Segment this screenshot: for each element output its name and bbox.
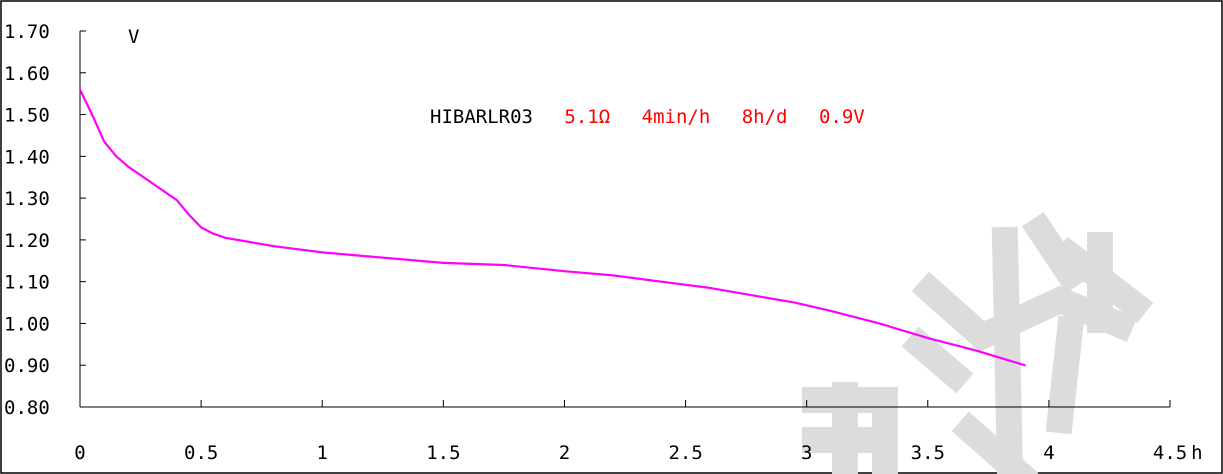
data-point — [188, 214, 190, 216]
y-tick-label: 1.30 — [4, 188, 50, 210]
x-tick-label: 1 — [317, 442, 328, 464]
data-point — [708, 287, 711, 289]
annotation-duty-cycle: 4min/h — [642, 106, 711, 128]
data-point — [757, 295, 760, 298]
x-tick-label: 1.5 — [426, 442, 460, 464]
data-point — [321, 251, 324, 254]
data-point — [91, 113, 93, 116]
data-point — [793, 301, 796, 304]
y-tick-label: 1.60 — [4, 63, 50, 85]
y-tick-label: 1.40 — [4, 146, 50, 168]
axes — [79, 31, 1170, 408]
series-layer — [78, 88, 1026, 367]
data-point — [442, 262, 445, 264]
y-tick-label: 0.90 — [4, 355, 50, 377]
x-axis-ticks: 0 0.5 1 1.5 2 2.5 3 3.5 4 4.5 — [74, 400, 1187, 464]
x-tick-label: 0.5 — [184, 442, 218, 464]
series-line — [78, 88, 1026, 367]
y-axis-unit-label: V — [128, 26, 139, 48]
y-tick-label: 1.50 — [4, 105, 50, 127]
x-tick-label: 4.5 — [1153, 442, 1187, 464]
data-point — [1023, 364, 1026, 367]
data-point — [115, 155, 118, 158]
data-point — [103, 140, 106, 143]
x-tick-label: 2 — [559, 442, 570, 464]
y-tick-label: 1.70 — [4, 21, 50, 43]
data-point — [503, 264, 505, 266]
data-point — [563, 270, 566, 273]
annotation-line: HIBARLR03 5.1Ω 4min/h 8h/d 0.9V — [430, 106, 865, 128]
y-tick-label: 1.00 — [4, 313, 50, 335]
data-point — [224, 237, 227, 239]
data-point — [151, 182, 154, 185]
data-point — [272, 245, 275, 247]
data-point — [975, 349, 978, 352]
data-point — [176, 199, 178, 201]
annotation-model: HIBARLR03 — [430, 106, 533, 128]
data-point — [612, 274, 614, 277]
x-tick-label: 4 — [1043, 442, 1054, 464]
data-point — [926, 337, 929, 339]
x-axis-unit-label: h — [1191, 442, 1202, 464]
data-point — [369, 255, 372, 258]
data-point — [878, 322, 881, 325]
data-point — [248, 241, 251, 243]
x-tick-label: 3.5 — [911, 442, 945, 464]
annotation-resistance: 5.1Ω — [564, 106, 610, 128]
y-tick-label: 1.10 — [4, 272, 50, 294]
data-point — [200, 226, 202, 229]
y-axis-ticks: 1.70 1.60 1.50 1.40 1.30 1.20 1.10 1.00 0.90 0.80 — [4, 21, 86, 419]
data-point — [79, 88, 81, 91]
x-tick-label: 2.5 — [668, 442, 702, 464]
annotation-cutoff-voltage: 0.9V — [819, 106, 865, 128]
data-point — [660, 280, 663, 283]
data-point — [127, 165, 130, 168]
watermark — [802, 211, 1154, 474]
x-tick-label: 0 — [74, 442, 85, 464]
annotation-daily-usage: 8h/d — [742, 106, 788, 128]
data-point — [212, 232, 215, 235]
y-tick-label: 1.20 — [4, 230, 50, 252]
x-tick-label: 3 — [801, 442, 812, 464]
data-point — [830, 310, 832, 312]
y-tick-label: 0.80 — [4, 397, 50, 419]
